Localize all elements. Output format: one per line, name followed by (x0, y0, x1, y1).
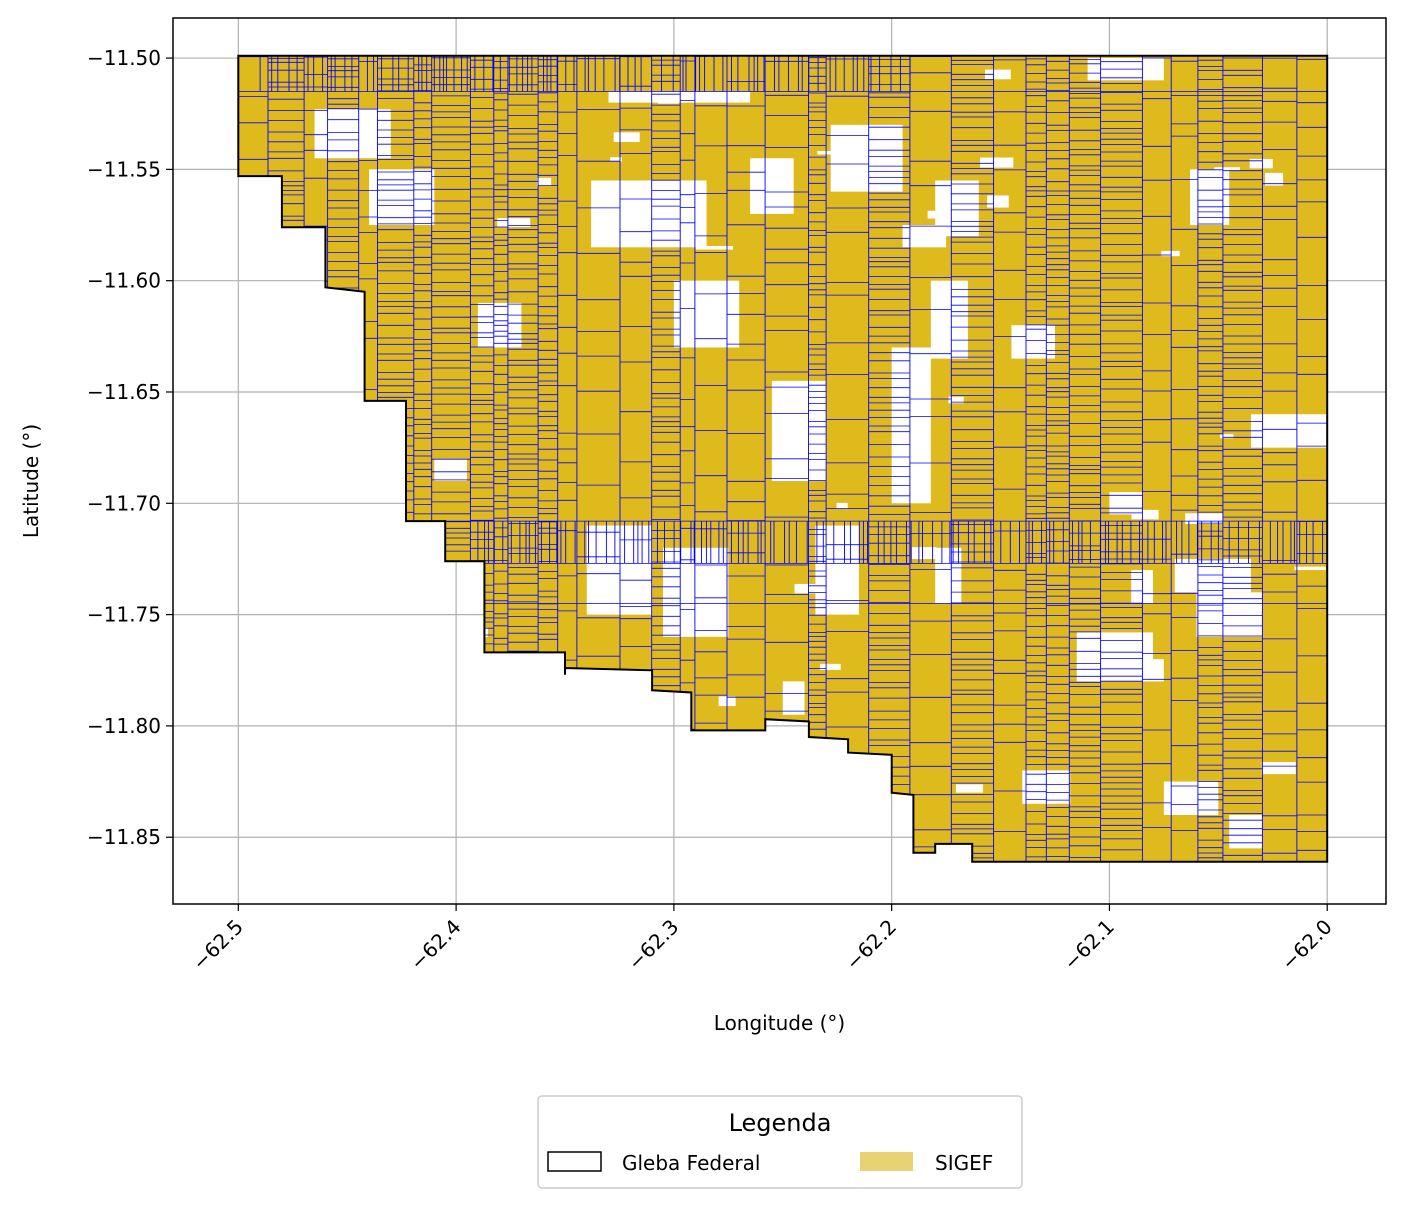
gap-area-3 (591, 181, 706, 248)
gap-area-22 (1175, 559, 1251, 592)
gap-area-13 (892, 347, 931, 503)
x-tick-label-2: −62.3 (623, 915, 683, 975)
gap-patch-7 (926, 228, 951, 235)
gap-patch-36 (294, 443, 306, 456)
legend: Legenda Gleba Federal SIGEF (538, 1096, 1022, 1188)
gap-patch-29 (956, 784, 983, 792)
y-tick-label-0: −11.50 (87, 46, 161, 70)
y-axis-ticks: −11.50 −11.55 −11.60 −11.65 −11.70 −11.75 −11.… (87, 46, 173, 849)
gap-patch-12 (987, 195, 1009, 207)
gap-patch-37 (677, 764, 708, 775)
gap-patch-39 (421, 811, 449, 821)
gap-patch-27 (658, 93, 679, 103)
y-axis-label: Latitude (°) (19, 424, 43, 538)
gap-patch-5 (614, 132, 640, 142)
x-axis-ticks: −62.5 −62.4 −62.3 −62.2 −62.1 −62.0 (188, 904, 1337, 975)
gap-patch-15 (658, 202, 678, 209)
legend-title: Legenda (729, 1109, 832, 1137)
gap-area-5 (750, 158, 794, 214)
legend-swatch-gleba-federal (548, 1152, 601, 1171)
x-tick-label-5: −62.0 (1276, 915, 1336, 975)
sigef-parcels (238, 56, 1327, 862)
gap-patch-35 (714, 769, 744, 775)
gap-patch-28 (980, 158, 1013, 168)
gap-patch-3 (1250, 159, 1273, 168)
gap-area-2 (609, 91, 751, 102)
gap-patch-16 (820, 664, 841, 670)
legend-label-gleba-federal: Gleba Federal (622, 1151, 760, 1175)
x-tick-label-3: −62.2 (841, 915, 901, 975)
gap-area-11 (772, 381, 826, 481)
y-tick-label-2: −11.60 (87, 269, 161, 293)
gap-patch-0 (820, 786, 846, 794)
gap-patch-38 (390, 608, 424, 613)
gap-area-23 (783, 681, 805, 714)
y-tick-label-1: −11.55 (87, 157, 161, 181)
gap-patch-6 (912, 547, 937, 559)
gap-patch-9 (837, 839, 875, 847)
y-tick-label-6: −11.80 (87, 714, 161, 738)
gap-patch-34 (1262, 762, 1296, 774)
x-tick-label-4: −62.1 (1059, 915, 1119, 975)
gap-patch-18 (837, 503, 848, 509)
gap-area-1 (369, 169, 434, 225)
legend-swatch-sigef (860, 1152, 913, 1171)
y-tick-label-3: −11.65 (87, 380, 161, 404)
gap-patch-25 (344, 439, 370, 445)
gap-patch-13 (1185, 513, 1222, 524)
y-tick-label-5: −11.75 (87, 603, 161, 627)
legend-label-sigef: SIGEF (935, 1151, 993, 1175)
y-tick-label-4: −11.70 (87, 491, 161, 515)
gap-area-29 (434, 459, 467, 481)
gap-patch-10 (326, 543, 358, 550)
gap-area-12 (931, 281, 968, 359)
x-tick-label-0: −62.5 (188, 915, 248, 975)
gap-area-17 (815, 526, 859, 615)
gap-patch-32 (795, 584, 820, 593)
gap-patch-33 (537, 178, 551, 186)
gap-patch-2 (928, 211, 940, 219)
x-axis-label: Longitude (°) (714, 1011, 845, 1035)
gap-patch-4 (828, 785, 845, 792)
y-tick-label-7: −11.85 (87, 825, 161, 849)
gap-patch-30 (817, 151, 849, 154)
gap-area-4 (831, 125, 903, 192)
gap-area-20 (1077, 632, 1153, 681)
gap-patch-11 (1132, 510, 1159, 519)
gap-patch-21 (1294, 567, 1325, 570)
x-tick-label-1: −62.4 (405, 915, 465, 975)
gap-area-16 (935, 548, 961, 604)
